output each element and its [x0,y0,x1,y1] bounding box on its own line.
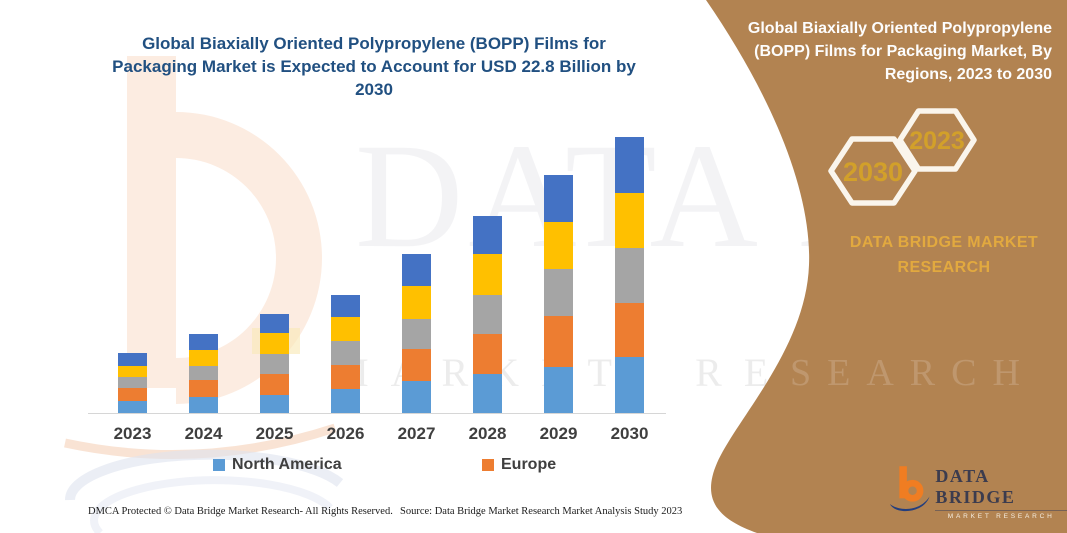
x-label-2026: 2026 [326,424,365,443]
bar-2027-segment-series4 [402,286,431,319]
bar-slot-2026 [310,295,381,413]
data-bridge-logo-icon [889,466,930,512]
bar-2027-segment-series5 [402,254,431,286]
legend-marker-europe [482,459,494,471]
bar-2030-segment-europe [615,303,644,357]
watermark-band-text-on-panel: SEARCH [790,352,1036,394]
footer-source: Source: Data Bridge Market Research Mark… [400,506,683,517]
data-bridge-logo: DATA BRIDGE MARKET RESEARCH [888,461,1067,520]
bar-2025-segment-series5 [260,314,289,333]
bar-2029-segment-series5 [544,175,573,222]
hexagon-2030-label: 2030 [843,157,903,187]
bar-2025-segment-series4 [260,333,289,354]
legend-label-europe: Europe [501,456,557,473]
bar-2026 [331,295,360,413]
bar-2025-segment-europe [260,374,289,395]
x-label-2025: 2025 [255,424,294,443]
bar-2025-segment-series3 [260,354,289,374]
bar-slot-2028 [452,216,523,413]
bar-slot-2025 [239,314,310,413]
x-label-2023: 2023 [113,424,152,443]
bar-2027-segment-north-america [402,381,431,413]
hexagon-2023: 2023 [897,108,977,172]
hexagon-2023-label: 2023 [909,127,965,155]
x-label-2028: 2028 [468,424,507,443]
bar-2026-segment-series3 [331,341,360,365]
bar-2023-segment-north-america [118,401,147,413]
bar-2023 [118,353,147,413]
bar-2028-segment-series5 [473,216,502,254]
bar-2026-segment-europe [331,365,360,389]
bar-slot-2027 [381,254,452,413]
x-axis-labels: 2023 2024 2025 2026 2027 2028 2029 2030 [97,424,665,444]
legend-item-europe: Europe [482,456,556,474]
bar-2024-segment-europe [189,380,218,397]
bar-2024-segment-series3 [189,366,218,380]
bar-2028-segment-north-america [473,374,502,413]
bar-2024-segment-series5 [189,334,218,350]
x-label-2030: 2030 [610,424,649,443]
logo-subtitle: MARKET RESEARCH [935,510,1067,520]
bar-2026-segment-north-america [331,389,360,413]
bar-2025-segment-north-america [260,395,289,413]
hexagon-2030: 2030 [828,136,918,206]
x-label-2029: 2029 [539,424,578,443]
logo-text: DATA BRIDGE MARKET RESEARCH [935,466,1067,520]
bar-2030 [615,137,644,413]
legend-marker-north-america [213,459,225,471]
bar-2025 [260,314,289,413]
bar-slot-2030 [594,137,665,413]
sidebar-brand-text: DATA BRIDGE MARKET RESEARCH [849,234,1039,276]
bar-2030-segment-series5 [615,137,644,193]
bar-2023-segment-series4 [118,366,147,377]
bar-2028-segment-series3 [473,295,502,334]
footer-copyright: DMCA Protected © Data Bridge Market Rese… [88,506,393,517]
bar-2027 [402,254,431,413]
logo-title: DATA BRIDGE [935,466,1016,507]
bar-2023-segment-series3 [118,377,147,388]
legend-item-north-america: North America [213,456,342,474]
bar-2030-segment-series4 [615,193,644,248]
bar-chart [97,130,665,413]
bar-2029-segment-europe [544,316,573,367]
chart-title: Global Biaxially Oriented Polypropylene … [112,34,636,99]
bar-2030-segment-series3 [615,248,644,303]
bar-2029-segment-series4 [544,222,573,269]
bar-2026-segment-series5 [331,295,360,317]
x-label-2027: 2027 [397,424,436,443]
bar-2023-segment-europe [118,388,147,401]
bar-2026-segment-series4 [331,317,360,341]
bar-slot-2029 [523,175,594,413]
bar-2030-segment-north-america [615,357,644,413]
bar-2028 [473,216,502,413]
bar-2024-segment-north-america [189,397,218,413]
bar-2029-segment-series3 [544,269,573,316]
bar-2027-segment-series3 [402,319,431,349]
bar-2028-segment-europe [473,334,502,374]
bar-slot-2023 [97,353,168,413]
sidebar-heading: Global Biaxially Oriented Polypropylene … [747,20,1052,84]
bar-slot-2024 [168,334,239,413]
bar-2028-segment-series4 [473,254,502,295]
x-axis-line [88,413,666,414]
bar-2024-segment-series4 [189,350,218,366]
bar-2029-segment-north-america [544,367,573,413]
bar-2023-segment-series5 [118,353,147,366]
bar-2024 [189,334,218,413]
legend-label-north-america: North America [232,456,342,473]
bar-2029 [544,175,573,413]
x-label-2024: 2024 [184,424,223,443]
bar-2027-segment-europe [402,349,431,381]
